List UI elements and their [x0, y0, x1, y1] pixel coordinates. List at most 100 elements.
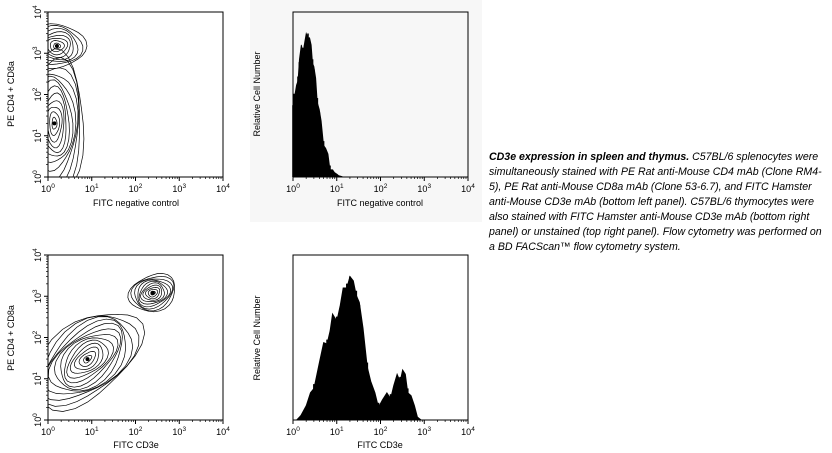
contour-line — [54, 328, 122, 390]
y-tick-label: 104 — [32, 5, 43, 19]
contour-line — [130, 276, 175, 312]
x-tick-label: 103 — [172, 426, 186, 437]
x-tick-label: 100 — [41, 426, 55, 437]
contour-line — [48, 67, 80, 177]
contour-line — [49, 40, 65, 53]
contour-line — [48, 27, 79, 62]
x-tick-label: 101 — [330, 183, 344, 194]
contour-line — [51, 116, 58, 130]
x-tick-label: 104 — [461, 183, 475, 194]
caption-body: C57BL/6 splenocytes were simultaneously … — [489, 151, 822, 253]
y-tick-label: 101 — [32, 372, 43, 386]
x-tick-label: 103 — [417, 426, 431, 437]
contour-line — [48, 79, 74, 163]
contour-line — [73, 346, 100, 370]
contour-line — [48, 57, 80, 177]
contour-line — [49, 111, 61, 136]
population-peak — [150, 290, 155, 295]
contour-line — [78, 351, 96, 367]
contour-line — [48, 316, 134, 401]
y-axis-label: PE CD4 + CD8a — [6, 61, 16, 127]
population-peak — [54, 43, 59, 48]
contour-line — [48, 23, 88, 69]
population-peak — [85, 357, 90, 362]
contour-line — [48, 322, 123, 392]
x-axis-label: FITC negative control — [337, 198, 423, 208]
y-tick-label: 103 — [32, 46, 43, 60]
x-axis-label: FITC CD3e — [357, 440, 403, 450]
contour-lines — [48, 23, 88, 177]
contour-line — [48, 315, 140, 407]
contour-line — [48, 38, 69, 56]
x-tick-label: 104 — [461, 426, 475, 437]
contour-line — [48, 314, 146, 412]
plot-frame — [47, 254, 224, 421]
contour-line — [48, 48, 85, 177]
y-tick-label: 101 — [32, 129, 43, 143]
x-tick-label: 104 — [216, 183, 230, 194]
figure-caption: CD3e expression in spleen and thymus. C5… — [489, 150, 827, 255]
contour-line — [48, 85, 70, 157]
y-tick-label: 100 — [32, 170, 43, 184]
contour-line — [48, 92, 67, 154]
x-tick-label: 102 — [129, 183, 143, 194]
contour-lines — [48, 273, 175, 412]
contour-line — [48, 34, 71, 58]
contour-line — [69, 342, 104, 374]
x-tick-label: 101 — [85, 183, 99, 194]
contour-line — [134, 278, 173, 310]
axis-ticks: 100 101 102 103 104 — [286, 177, 475, 194]
x-tick-label: 102 — [374, 426, 388, 437]
x-tick-label: 102 — [129, 426, 143, 437]
contour-line — [138, 280, 168, 305]
y-tick-label: 100 — [32, 413, 43, 427]
contour-line — [48, 31, 74, 61]
contour-line — [48, 100, 65, 149]
y-axis-label: Relative Cell Number — [252, 295, 262, 380]
population-peak — [52, 121, 57, 126]
contour-line — [48, 106, 63, 143]
x-tick-label: 102 — [374, 183, 388, 194]
axis-ticks: 100 101 102 103 104 — [286, 420, 475, 437]
y-axis-label: Relative Cell Number — [252, 51, 262, 136]
y-axis-label: PE CD4 + CD8a — [6, 305, 16, 371]
x-tick-label: 103 — [172, 183, 186, 194]
caption-title: CD3e expression in spleen and thymus. — [489, 151, 690, 163]
x-tick-label: 100 — [41, 183, 55, 194]
y-tick-label: 102 — [32, 330, 43, 344]
y-tick-label: 103 — [32, 289, 43, 303]
contour-line — [48, 75, 77, 172]
x-tick-label: 103 — [417, 183, 431, 194]
contour-line — [60, 334, 119, 388]
contour-line — [48, 25, 84, 65]
contour-line — [48, 73, 79, 177]
x-axis-label: FITC CD3e — [113, 440, 159, 450]
contour-line — [147, 289, 159, 298]
x-tick-label: 100 — [286, 426, 300, 437]
x-tick-label: 101 — [330, 426, 344, 437]
contour-line — [140, 282, 165, 302]
y-tick-label: 104 — [32, 248, 43, 262]
histogram-bottom-right: 100 101 102 103 104 FITC CD3e Relative Cell … — [252, 254, 475, 450]
y-tick-label: 102 — [32, 87, 43, 101]
contour-line — [145, 287, 161, 300]
contour-line — [83, 355, 93, 364]
x-axis-label: FITC negative control — [93, 198, 179, 208]
top-right-panel-background — [250, 0, 482, 222]
contour-group — [48, 23, 88, 177]
contour-group — [48, 273, 175, 412]
contour-line — [66, 339, 109, 379]
contour-line — [48, 318, 126, 395]
contour-line — [142, 284, 162, 301]
x-tick-label: 104 — [216, 426, 230, 437]
contour-line — [64, 337, 114, 384]
contour-line — [53, 42, 62, 50]
histogram-bars — [292, 31, 344, 178]
x-tick-label: 100 — [286, 183, 300, 194]
contour-line — [127, 273, 175, 313]
